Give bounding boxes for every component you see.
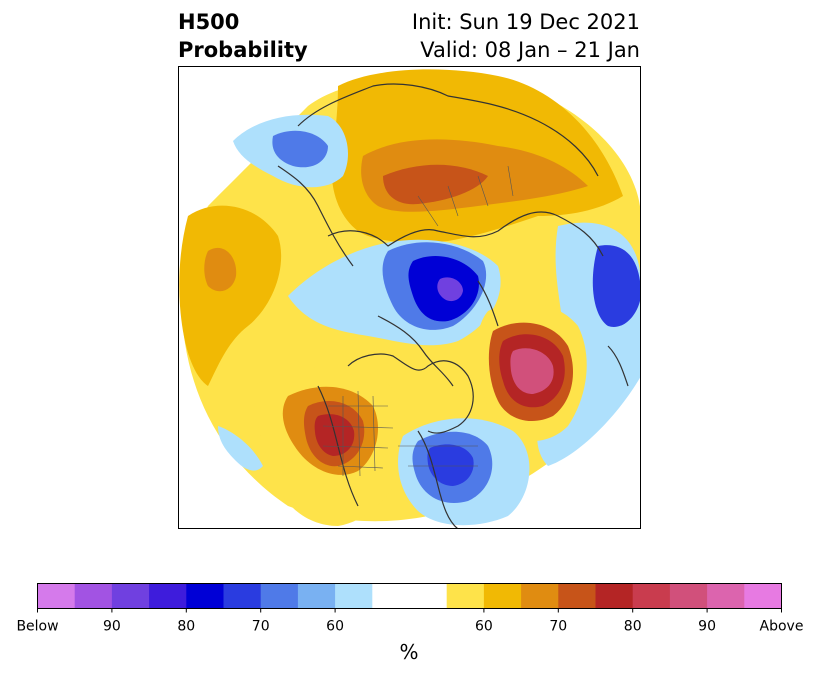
- colorbar-tick-label: Below: [16, 619, 58, 635]
- pacific-above-core: [204, 247, 237, 292]
- product-label: Probability: [178, 38, 308, 62]
- colorbar-swatch: [149, 583, 187, 609]
- colorbar-tick-label: Above: [760, 619, 804, 635]
- colorbar-swatch: [372, 583, 410, 609]
- nw-below-core: [272, 130, 328, 168]
- colorbar-swatch: [521, 583, 559, 609]
- pacific-above-region: [179, 205, 282, 386]
- colorbar-ticks: Below 90 80 70 60 60 70 80 90 Above: [16, 608, 804, 635]
- colorbar: Below 90 80 70 60 60 70 80 90 Above %: [16, 583, 804, 664]
- colorbar-tick-label: 60: [475, 619, 493, 635]
- political-borders: [322, 165, 514, 477]
- hemisphere-disc: [179, 69, 641, 526]
- eurasia-above-core: [383, 164, 488, 205]
- colorbar-swatch: [37, 583, 76, 609]
- colorbar-unit: %: [399, 640, 418, 664]
- colorbar-swatch: [186, 583, 224, 609]
- map-frame: [178, 66, 641, 529]
- colorbar-frame: [37, 583, 782, 609]
- field-label: H500: [178, 10, 240, 34]
- colorbar-tick-label: 80: [624, 619, 642, 635]
- polar-below-core: [437, 277, 463, 302]
- map-title-right: Init: Sun 19 Dec 2021 Valid: 08 Jan – 21…: [330, 8, 640, 64]
- colorbar-swatch: [446, 583, 485, 609]
- colorbar-swatch: [335, 583, 373, 609]
- colorbar-tick-label: 80: [177, 619, 195, 635]
- map-title-left: H500 Probability: [178, 8, 308, 64]
- init-label: Init: Sun 19 Dec 2021: [411, 10, 640, 34]
- colorbar-swatches: [37, 583, 782, 609]
- atlantic-above-core: [510, 348, 554, 394]
- east-na-below-core: [427, 444, 474, 486]
- colorbar-swatch: [409, 583, 448, 609]
- west-na-above-core: [314, 414, 355, 456]
- probability-map: [178, 66, 641, 529]
- colorbar-swatch: [744, 583, 782, 609]
- colorbar-tick-label: 90: [698, 619, 716, 635]
- colorbar-tick-label: 60: [326, 619, 344, 635]
- colorbar-swatch: [558, 583, 596, 609]
- sw-below-region: [218, 426, 263, 471]
- colorbar-tick-label: 70: [549, 619, 567, 635]
- colorbar-tick-label: 70: [252, 619, 270, 635]
- colorbar-swatch: [669, 583, 708, 609]
- colorbar-swatch: [297, 583, 336, 609]
- colorbar-swatch: [483, 583, 522, 609]
- colorbar-swatch: [111, 583, 150, 609]
- colorbar-swatch: [223, 583, 262, 609]
- colorbar-swatch: [632, 583, 671, 609]
- atlantic-below-core: [592, 245, 641, 327]
- colorbar-swatch: [260, 583, 299, 609]
- coastlines: [277, 83, 629, 529]
- valid-label: Valid: 08 Jan – 21 Jan: [420, 38, 640, 62]
- colorbar-swatch: [595, 583, 634, 609]
- colorbar-swatch: [707, 583, 745, 609]
- colorbar-swatch: [74, 583, 113, 609]
- colorbar-tick-label: 90: [103, 619, 121, 635]
